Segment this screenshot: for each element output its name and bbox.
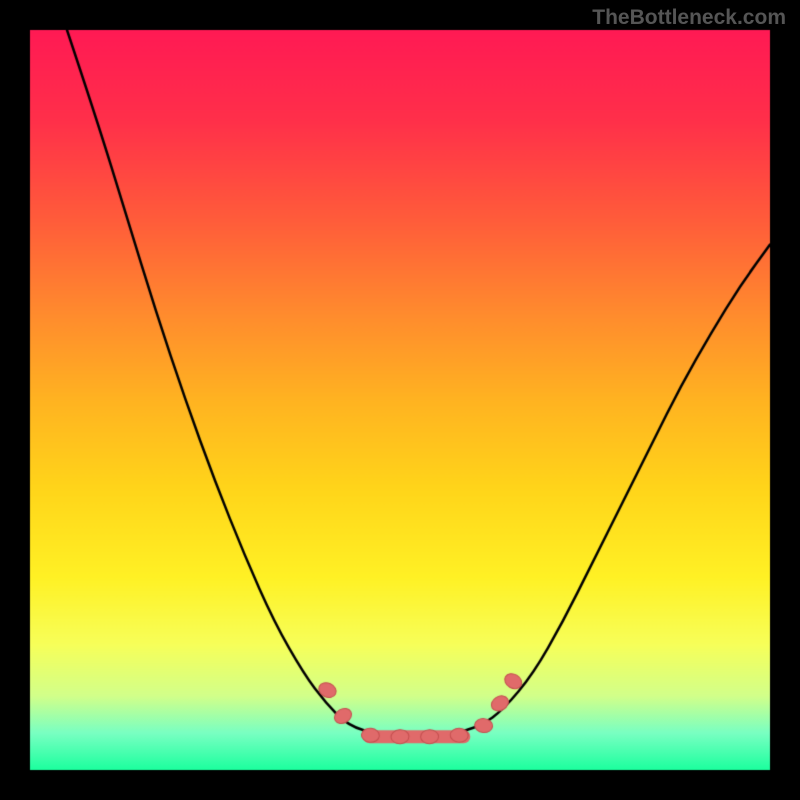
chart-stage: TheBottleneck.com [0, 0, 800, 800]
bottleneck-curve-chart [0, 0, 800, 800]
